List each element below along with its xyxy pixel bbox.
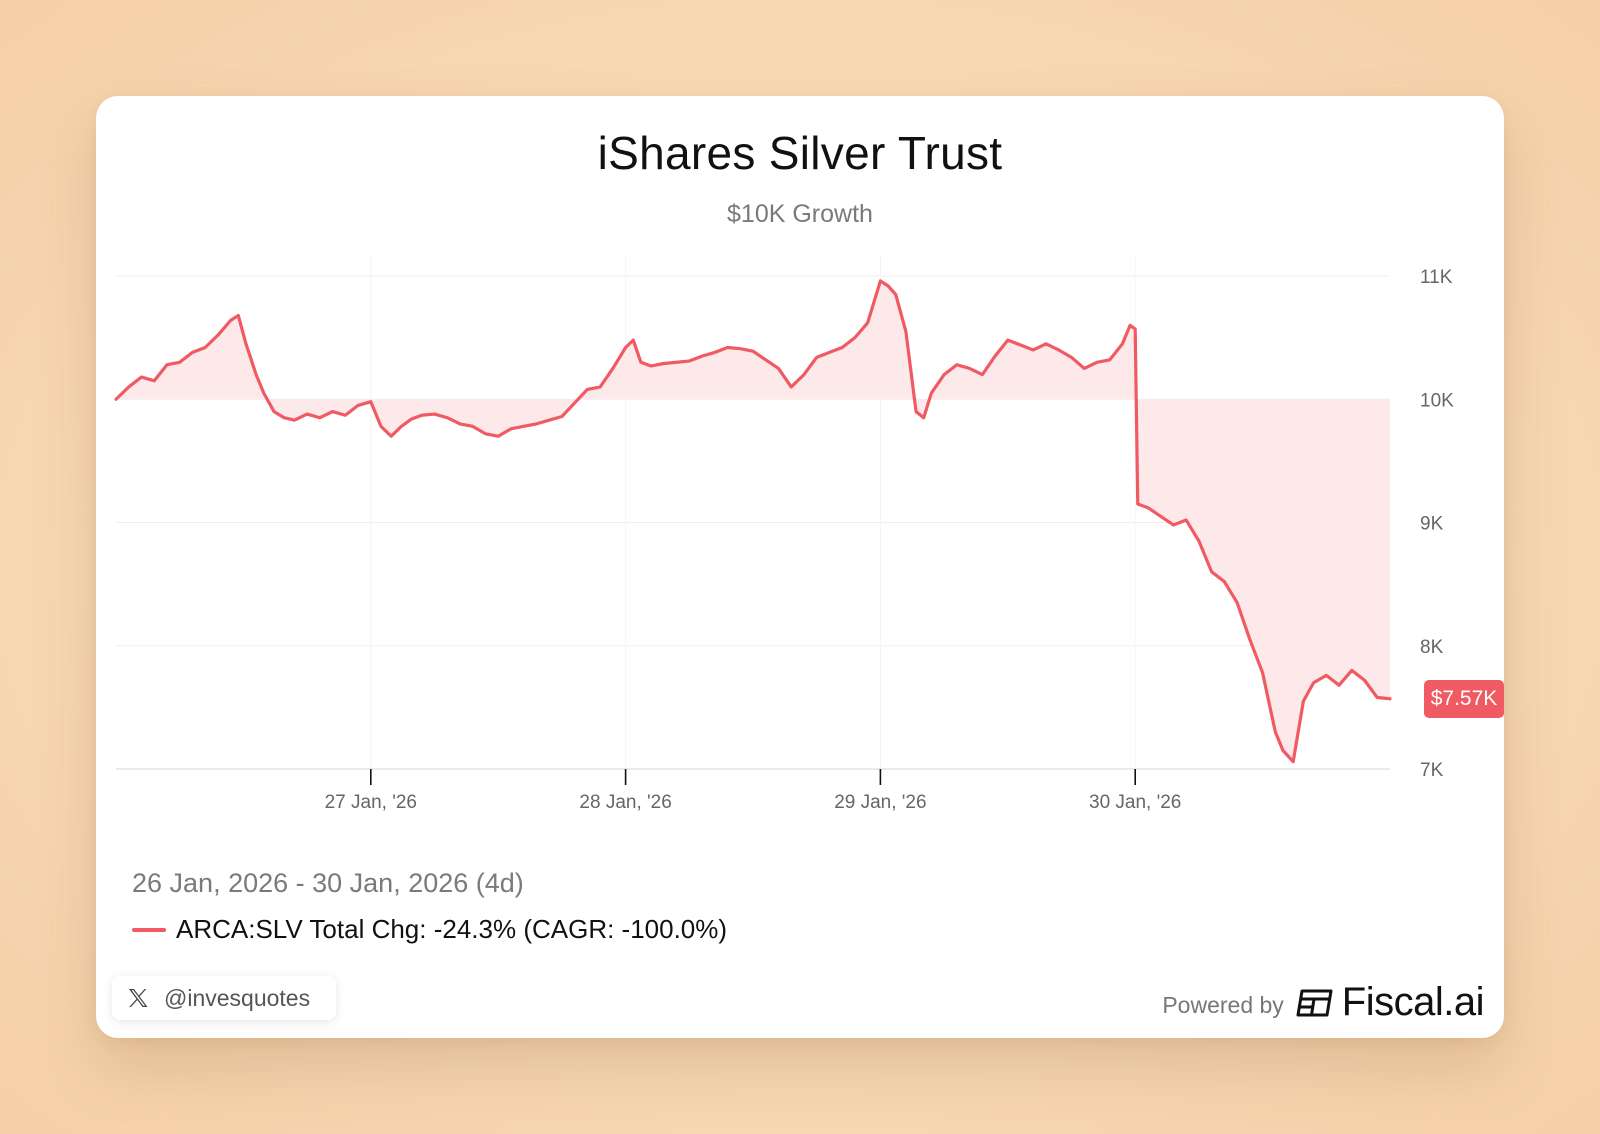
chart-title: iShares Silver Trust: [597, 127, 1003, 179]
y-tick-label: 7K: [1420, 760, 1444, 781]
x-tick-label: 30 Jan, '26: [1089, 792, 1181, 813]
x-tick-label: 27 Jan, '26: [325, 792, 417, 813]
chart-subtitle: $10K Growth: [727, 200, 873, 228]
social-handle: @invesquotes: [164, 984, 311, 1011]
legend: ARCA:SLV Total Chg: -24.3% (CAGR: -100.0…: [132, 914, 727, 945]
x-logo-icon: [129, 989, 148, 1007]
legend-swatch: [132, 927, 166, 932]
powered-by: Powered by Fiscal.ai: [1162, 980, 1484, 1025]
date-range: 26 Jan, 2026 - 30 Jan, 2026 (4d): [132, 868, 524, 898]
x-tick-label: 29 Jan, '26: [834, 792, 926, 813]
series-line: [114, 279, 1392, 764]
legend-label: ARCA:SLV Total Chg: -24.3% (CAGR: -100.0…: [176, 914, 728, 944]
brand-name: Fiscal.ai: [1341, 980, 1485, 1024]
chart-card: iShares Silver Trust $10K Growth 11K 10K 9…: [96, 96, 1504, 1038]
y-tick-label: 10K: [1420, 390, 1454, 411]
x-tick-label: 28 Jan, '26: [579, 792, 671, 813]
last-value-badge: $7.57K: [1424, 680, 1504, 718]
fiscal-logo-icon: [1296, 989, 1333, 1016]
y-tick-label: 8K: [1420, 637, 1444, 658]
y-tick-label: 11K: [1420, 267, 1453, 288]
y-tick-label: 9K: [1420, 514, 1444, 535]
social-handle-badge[interactable]: @invesquotes: [112, 976, 337, 1020]
powered-by-label: Powered by: [1162, 992, 1284, 1018]
series-area: [116, 280, 1390, 762]
growth-chart: 11K 10K 9K 8K 7K 27 Jan, '26 28 Jan, '26 29 Jan…: [114, 256, 1454, 813]
